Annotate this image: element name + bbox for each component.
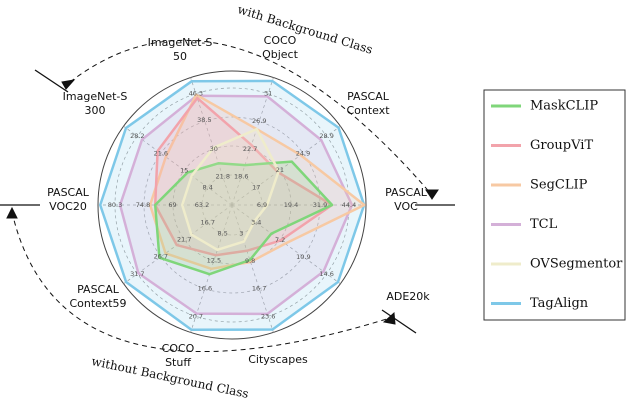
tick-label: 3.4 <box>251 219 261 227</box>
tick-label: 21 <box>276 166 284 174</box>
axis-line <box>231 77 274 206</box>
tick-label: 24.9 <box>296 149 310 157</box>
tick-label: 21.8 <box>215 172 229 180</box>
axis-label: Context59 <box>69 297 126 310</box>
axis-label: ADE20k <box>386 290 430 303</box>
tick-label: 3 <box>239 230 243 238</box>
legend-label: TCL <box>530 217 558 232</box>
tick-label: 63.2 <box>195 201 209 209</box>
axis-label: PASCAL <box>47 186 90 199</box>
series-area <box>180 127 280 252</box>
tick-label: 31.9 <box>313 201 327 209</box>
tick-label: 31.7 <box>130 270 144 278</box>
tick-label: 21.7 <box>177 236 191 244</box>
axis-label: Cityscapes <box>248 353 308 366</box>
legend-label: MaskCLIP <box>530 99 598 114</box>
tick-label: 20.7 <box>189 312 203 320</box>
tick-label: 14.6 <box>319 270 333 278</box>
axis-label: Object <box>262 48 299 61</box>
axis-line <box>123 125 233 206</box>
tick-label: 30 <box>210 145 218 153</box>
tick-label: 8.5 <box>218 230 228 238</box>
tick-label: 16.7 <box>200 219 214 227</box>
tick-label: 22.7 <box>243 145 257 153</box>
tick-label: 46.3 <box>189 90 203 98</box>
axis-label: Stuff <box>165 356 191 369</box>
axis-label: PASCAL <box>77 283 120 296</box>
axis-label: ImageNet-S <box>148 36 213 49</box>
tick-label: 31 <box>264 90 272 98</box>
axis-line <box>231 204 274 333</box>
series-area <box>98 79 366 332</box>
legend-label: TagAlign <box>530 296 589 311</box>
axis-line <box>190 77 233 206</box>
grid-ring <box>143 116 321 294</box>
axis-label: Context <box>346 104 390 117</box>
tick-label: 6.9 <box>257 201 267 209</box>
tick-label: 23.6 <box>261 312 275 320</box>
axis-label: VOC <box>394 200 418 213</box>
tick-label: 8.4 <box>203 183 213 191</box>
tick-label: 10.9 <box>296 253 310 261</box>
tick-label: 17 <box>252 183 260 191</box>
tick-label: 74.8 <box>136 201 150 209</box>
tick-label: 16.7 <box>252 285 266 293</box>
tick-label: 15 <box>180 166 188 174</box>
tick-label: 18.6 <box>234 172 248 180</box>
axis-label: PASCAL <box>385 186 428 199</box>
axis-label: ImageNet-S <box>63 90 128 103</box>
tick-label: 44.4 <box>342 201 356 209</box>
tick-label: 69 <box>168 201 176 209</box>
axis-label: COCO <box>264 34 297 47</box>
axis-label: COCO <box>162 342 195 355</box>
tick-label: 80.3 <box>108 201 122 209</box>
axis-line <box>231 125 341 206</box>
tick-label: 28.2 <box>130 132 144 140</box>
axis-label: VOC20 <box>49 200 87 213</box>
tick-label: 7.2 <box>275 236 285 244</box>
tick-label: 21.6 <box>154 149 168 157</box>
legend-label: GroupViT <box>530 138 593 153</box>
tick-label: 38.5 <box>197 116 211 124</box>
tick-label: 16.6 <box>198 284 212 292</box>
tick-label: 19.4 <box>284 201 298 209</box>
tick-label: 9.8 <box>245 257 255 265</box>
tick-label: 12.5 <box>207 257 221 265</box>
annotation: with Background Class <box>236 2 374 56</box>
tick-label: 26.7 <box>154 253 168 261</box>
axis-label: 300 <box>85 104 106 117</box>
series-area <box>153 160 334 276</box>
legend-label: SegCLIP <box>530 178 588 193</box>
tick-label: 28.9 <box>319 132 333 140</box>
legend-label: OVSegmentor <box>530 257 623 272</box>
tick-label: 26.9 <box>252 117 266 125</box>
axis-label: PASCAL <box>347 90 390 103</box>
decoration <box>0 39 626 352</box>
axis-label: 50 <box>173 50 187 63</box>
